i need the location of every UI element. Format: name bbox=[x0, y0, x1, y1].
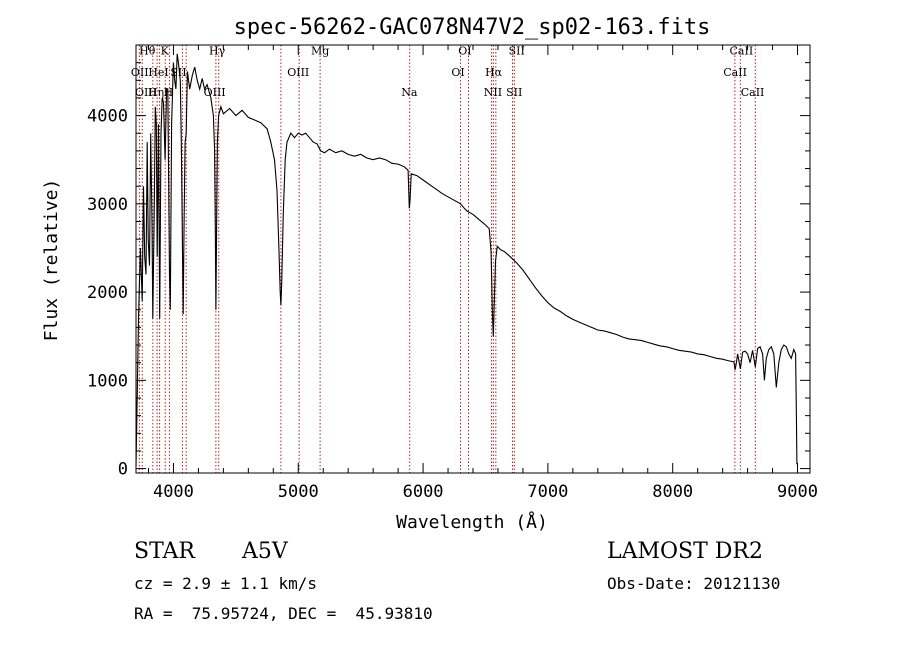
spectral-line-label: Hη bbox=[148, 86, 164, 99]
x-tick-label: 6000 bbox=[403, 482, 444, 502]
y-axis-label: Flux (relative) bbox=[41, 179, 62, 342]
spectral-line-markers bbox=[138, 45, 756, 473]
spectral-line-label: OII bbox=[131, 66, 149, 79]
spectral-line-label: OI bbox=[451, 66, 464, 79]
spectral-line-label: Hθ bbox=[139, 45, 156, 58]
spectral-line-label: NII bbox=[484, 86, 502, 99]
spectrum-series bbox=[135, 53, 798, 466]
spectral-line-label: Hα bbox=[485, 66, 503, 79]
spectral-line-label: CaII bbox=[723, 66, 747, 79]
x-tick-label: 4000 bbox=[153, 482, 194, 502]
x-tick-label: 9000 bbox=[777, 482, 818, 502]
spectral-line-label: K bbox=[161, 45, 170, 58]
spectrum-chart: spec-56262-GAC078N47V2_sp02-163.fits Hθ K… bbox=[41, 15, 818, 533]
spectral-line-label: SII bbox=[506, 86, 522, 99]
spectral-line-label: OIII bbox=[135, 86, 157, 99]
spectral-line-label: OIII bbox=[204, 86, 226, 99]
spectral-line-labels: Hθ K Hγ Mg OI SII CaII OII HeI SII OIII OI Hα CaII OII… bbox=[131, 45, 765, 99]
x-axis-label: Wavelength (Å) bbox=[396, 511, 548, 533]
spectral-line-label: Na bbox=[401, 86, 418, 99]
coordinates: RA = 75.95724, DEC = 45.93810 bbox=[134, 604, 433, 623]
plot-frame bbox=[135, 44, 811, 474]
y-tick-label: 3000 bbox=[87, 195, 128, 215]
y-tick-label: 4000 bbox=[87, 107, 128, 127]
observation-date: Obs-Date: 20121130 bbox=[607, 574, 781, 593]
spectral-line-label: H bbox=[164, 86, 174, 99]
spectral-line-label: CaII bbox=[730, 45, 754, 58]
y-tick-label: 1000 bbox=[87, 371, 128, 391]
y-axis: 0 1000 2000 3000 4000 bbox=[87, 44, 810, 480]
spectral-line-label: HeI bbox=[148, 66, 168, 79]
spectral-line-label: CaII bbox=[741, 86, 765, 99]
spectral-line-label: Mg bbox=[311, 45, 329, 58]
object-subclass: A5V bbox=[242, 539, 288, 564]
spectral-line-label: OI bbox=[458, 45, 471, 58]
redshift-value: cz = 2.9 ± 1.1 km/s bbox=[134, 574, 318, 593]
survey-name: LAMOST DR2 bbox=[607, 539, 763, 564]
x-tick-label: 7000 bbox=[527, 482, 568, 502]
spectral-line-label: SII bbox=[509, 45, 525, 58]
chart-title: spec-56262-GAC078N47V2_sp02-163.fits bbox=[234, 15, 711, 40]
object-class: STAR bbox=[134, 539, 195, 564]
spectral-line-label: OIII bbox=[287, 66, 309, 79]
x-tick-label: 8000 bbox=[652, 482, 693, 502]
spectral-line-label: Hγ bbox=[209, 45, 226, 58]
x-tick-label: 5000 bbox=[278, 482, 319, 502]
y-tick-label: 0 bbox=[118, 460, 128, 480]
y-tick-label: 2000 bbox=[87, 283, 128, 303]
x-axis: 4000 5000 6000 7000 8000 9000 bbox=[147, 45, 818, 502]
